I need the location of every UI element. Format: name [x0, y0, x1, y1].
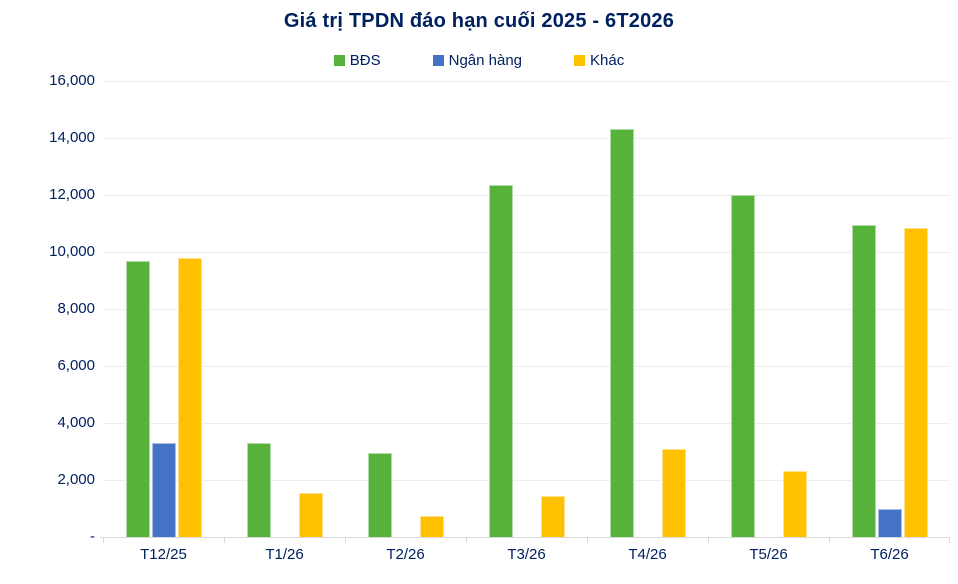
legend-label: BĐS	[349, 52, 381, 69]
bar-group-T6/26	[829, 81, 950, 537]
gridline	[103, 252, 950, 253]
gridline	[103, 195, 950, 196]
bar-BĐS-T6/26	[851, 224, 876, 537]
bar-BĐS-T4/26	[609, 129, 634, 537]
bar-group-T1/26	[224, 81, 345, 537]
bar-group-T2/26	[345, 81, 466, 537]
x-tick-label: T1/26	[265, 546, 304, 563]
legend-label: Ngân hàng	[448, 52, 523, 69]
bar-BĐS-T5/26	[730, 195, 755, 537]
bar-BĐS-T12/25	[125, 260, 150, 537]
bar-Khác-T1/26	[298, 492, 323, 537]
y-tick-label: 4,000	[57, 414, 95, 431]
x-tick-label: T4/26	[628, 546, 667, 563]
x-tick-mark	[345, 537, 346, 543]
bar-Ngân hàng-T12/25	[151, 442, 176, 537]
x-tick-label: T12/25	[140, 546, 187, 563]
y-axis-labels: - 2,000 4,000 6,000 8,000 10,000 12,000 14,000 1…	[0, 72, 95, 545]
x-axis-ticks	[103, 537, 950, 543]
bar-BĐS-T3/26	[488, 185, 513, 537]
bar-BĐS-T2/26	[367, 452, 392, 537]
y-tick-label: 14,000	[49, 129, 95, 146]
chart-legend: BĐS Ngân hàng Khác	[0, 52, 958, 69]
gridline	[103, 138, 950, 139]
bar-Ngân hàng-T6/26	[877, 508, 902, 537]
bar-group-T3/26	[466, 81, 587, 537]
x-tick-mark	[466, 537, 467, 543]
y-tick-label: 2,000	[57, 471, 95, 488]
bar-Khác-T2/26	[419, 515, 444, 537]
x-tick-mark	[224, 537, 225, 543]
x-tick-mark	[587, 537, 588, 543]
bar-Khác-T5/26	[782, 471, 807, 537]
legend-item-1: Ngân hàng	[432, 52, 523, 69]
gridline	[103, 366, 950, 367]
legend-swatch-icon	[432, 55, 444, 66]
bar-Khác-T12/25	[177, 257, 202, 537]
x-tick-mark	[708, 537, 709, 543]
x-axis-line	[100, 537, 950, 538]
y-tick-label: -	[90, 528, 95, 545]
y-tick-label: 6,000	[57, 357, 95, 374]
y-tick-label: 10,000	[49, 243, 95, 260]
legend-swatch-icon	[333, 55, 345, 66]
x-tick-label: T6/26	[870, 546, 909, 563]
gridline	[103, 81, 950, 82]
legend-swatch-icon	[574, 55, 586, 66]
x-tick-label: T3/26	[507, 546, 546, 563]
legend-label: Khác	[590, 52, 625, 69]
bar-group-T5/26	[708, 81, 829, 537]
x-axis-labels: T12/25 T1/26 T2/26 T3/26 T4/26 T5/26 T6/26	[103, 546, 950, 563]
gridline	[103, 309, 950, 310]
x-tick-label: T5/26	[749, 546, 788, 563]
gridline	[103, 423, 950, 424]
bar-BĐS-T1/26	[246, 442, 271, 537]
bar-group-T12/25	[103, 81, 224, 537]
y-tick-label: 12,000	[49, 186, 95, 203]
bar-Khác-T3/26	[540, 495, 565, 537]
plot-area	[100, 81, 950, 538]
chart-title: Giá trị TPDN đáo hạn cuối 2025 - 6T2026	[283, 10, 675, 32]
x-tick-label: T2/26	[386, 546, 425, 563]
bar-group-T4/26	[587, 81, 708, 537]
y-tick-label: 16,000	[49, 72, 95, 89]
legend-item-0: BĐS	[333, 52, 381, 69]
bar-Khác-T4/26	[661, 448, 686, 537]
bar-groups	[103, 81, 950, 537]
gridline	[103, 480, 950, 481]
y-tick-label: 8,000	[57, 300, 95, 317]
x-tick-mark	[949, 537, 950, 543]
x-tick-mark	[829, 537, 830, 543]
bar-Khác-T6/26	[903, 227, 928, 537]
legend-item-2: Khác	[574, 52, 624, 69]
x-tick-mark	[103, 537, 104, 543]
